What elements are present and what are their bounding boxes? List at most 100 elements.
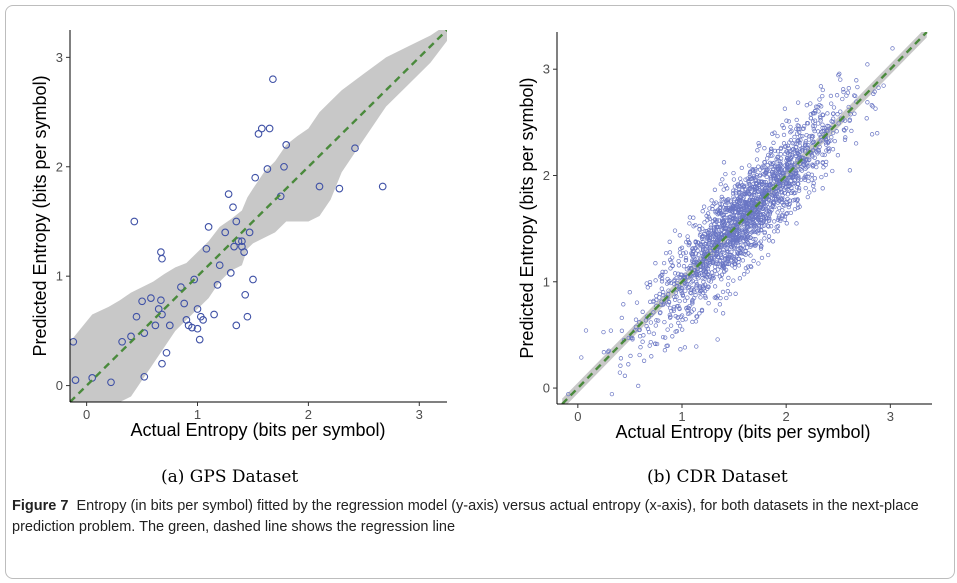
- data-point: [816, 121, 821, 126]
- data-point: [719, 277, 724, 282]
- data-point: [601, 329, 606, 335]
- data-point: [766, 234, 772, 239]
- data-point: [654, 297, 659, 303]
- data-point: [694, 256, 699, 261]
- data-point: [841, 89, 846, 95]
- data-point: [670, 255, 675, 260]
- data-point: [746, 180, 751, 185]
- data-point: [769, 146, 774, 152]
- data-point: [757, 210, 762, 215]
- data-point: [282, 141, 291, 149]
- data-point: [777, 205, 782, 211]
- data-point: [716, 238, 722, 243]
- data-point: [739, 165, 744, 171]
- data-point: [829, 101, 834, 106]
- data-point: [713, 308, 718, 313]
- data-point: [662, 319, 667, 325]
- data-point: [726, 254, 732, 260]
- data-point: [799, 164, 804, 169]
- data-point: [766, 238, 772, 243]
- data-point: [783, 144, 788, 149]
- data-point: [654, 318, 659, 323]
- data-point: [712, 284, 718, 289]
- data-point: [794, 221, 799, 226]
- data-point: [890, 46, 895, 51]
- y-axis-title: Predicted Entropy (bits per symbol): [30, 75, 50, 356]
- data-point: [782, 214, 788, 219]
- x-axis-title: Actual Entropy (bits per symbol): [615, 422, 870, 442]
- data-point: [737, 189, 742, 195]
- data-point: [848, 112, 853, 117]
- data-point: [811, 183, 816, 189]
- data-point: [710, 274, 715, 279]
- data-point: [671, 308, 677, 313]
- data-point: [704, 229, 710, 234]
- data-point: [717, 201, 723, 206]
- data-point: [689, 280, 694, 285]
- data-point: [795, 100, 801, 105]
- data-point: [749, 176, 755, 181]
- x-tick-label: 3: [887, 409, 894, 424]
- y-tick-label: 0: [543, 381, 550, 396]
- data-point: [820, 93, 825, 99]
- data-point: [763, 204, 768, 209]
- data-point: [690, 286, 695, 291]
- data-point: [876, 85, 881, 90]
- data-point: [854, 78, 859, 83]
- data-point: [177, 283, 185, 291]
- data-point: [351, 144, 359, 153]
- data-point: [751, 258, 756, 264]
- data-point: [846, 86, 851, 91]
- data-point: [812, 128, 817, 134]
- data-point: [679, 313, 685, 318]
- data-point: [678, 288, 684, 293]
- y-tick-label: 1: [543, 274, 550, 289]
- data-point: [722, 242, 727, 247]
- data-point: [757, 143, 762, 148]
- data-point: [775, 229, 780, 234]
- data-point: [811, 181, 816, 186]
- data-point: [672, 277, 677, 282]
- data-point: [689, 274, 694, 280]
- data-point: [789, 128, 794, 134]
- data-point: [731, 231, 736, 236]
- data-point: [855, 84, 860, 90]
- data-point: [777, 161, 783, 166]
- data-point: [787, 174, 792, 180]
- data-point: [690, 252, 696, 257]
- data-point: [727, 214, 733, 220]
- data-point: [706, 301, 711, 306]
- data-point: [746, 205, 752, 210]
- data-point: [733, 291, 738, 296]
- data-point: [802, 160, 807, 165]
- data-point: [766, 218, 772, 223]
- x-tick-label: 1: [194, 407, 201, 422]
- data-point: [799, 168, 805, 173]
- data-point: [742, 210, 747, 216]
- data-point: [691, 215, 696, 220]
- data-point: [753, 237, 758, 242]
- data-point: [667, 315, 673, 320]
- data-point: [786, 181, 792, 186]
- data-point: [720, 311, 726, 316]
- data-point: [703, 247, 708, 252]
- data-point: [814, 164, 819, 170]
- data-point: [770, 204, 775, 209]
- data-point: [719, 272, 725, 277]
- data-point: [663, 269, 668, 275]
- data-point: [795, 151, 800, 156]
- data-point: [726, 275, 731, 281]
- data-point: [709, 243, 714, 248]
- data-point: [820, 87, 825, 93]
- data-point: [695, 240, 700, 245]
- data-point: [758, 244, 764, 249]
- data-point: [778, 163, 783, 169]
- data-point: [747, 170, 753, 175]
- data-point: [699, 272, 705, 277]
- data-point: [820, 122, 825, 127]
- x-tick-label: 0: [83, 407, 90, 422]
- data-point: [706, 240, 712, 246]
- data-point: [697, 227, 702, 232]
- data-point: [810, 140, 815, 145]
- data-point: [752, 208, 758, 213]
